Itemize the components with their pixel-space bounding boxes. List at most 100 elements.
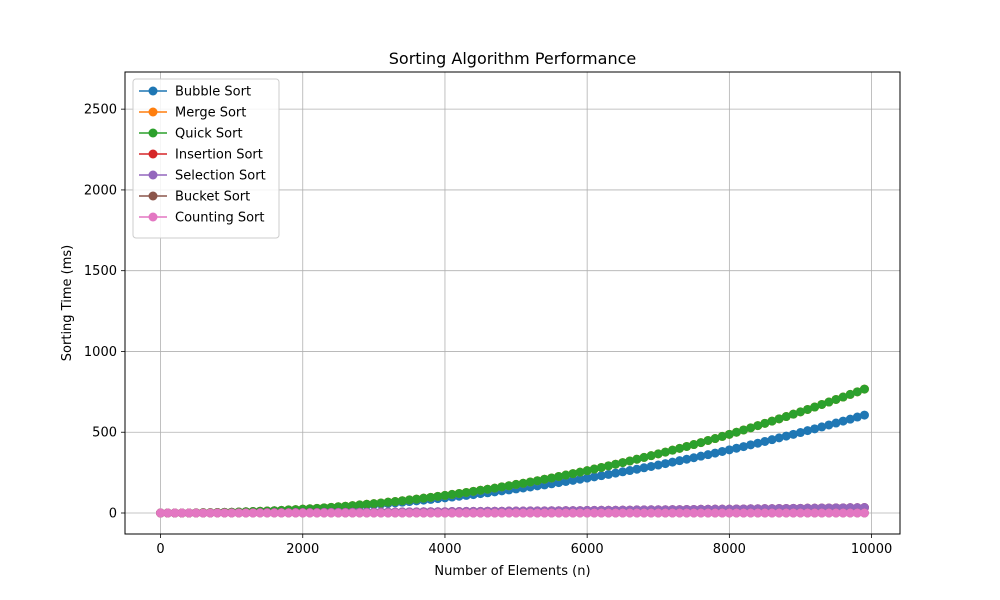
counting-sort-point (191, 508, 201, 518)
plot-frame (124, 71, 901, 535)
y-tick-label: 2000 (84, 183, 117, 198)
counting-sort-point (468, 508, 478, 518)
quick-sort-point (362, 499, 372, 509)
counting-sort-point (618, 508, 628, 518)
counting-sort-point (419, 508, 429, 518)
counting-sort-point (625, 508, 635, 518)
counting-sort-point (682, 508, 692, 518)
counting-sort-point (788, 508, 798, 518)
legend-label: Bubble Sort (175, 85, 251, 100)
counting-sort-point (582, 508, 592, 518)
bubble-sort-point (675, 456, 685, 466)
quick-sort-point (710, 434, 720, 444)
legend-item-merge-sort: Merge Sort (139, 106, 246, 121)
counting-sort-point (355, 508, 365, 518)
counting-sort-point (781, 508, 791, 518)
bubble-sort-point (817, 422, 827, 432)
legend-swatch-marker (148, 170, 158, 180)
bubble-sort-point (717, 446, 727, 456)
legend-label: Selection Sort (175, 169, 266, 184)
quick-sort-point (746, 423, 756, 433)
bubble-sort-point (803, 426, 813, 436)
chart-title: Sorting Algorithm Performance (389, 49, 636, 68)
counting-sort-point (376, 508, 386, 518)
counting-sort-point (326, 508, 336, 518)
quick-sort-point (731, 427, 741, 437)
counting-sort-point (525, 508, 535, 518)
quick-sort-point (724, 429, 734, 439)
counting-sort-point (589, 508, 599, 518)
counting-sort-point (696, 508, 706, 518)
quick-sort-point (824, 397, 834, 407)
counting-sort-point (369, 508, 379, 518)
counting-sort-point (689, 508, 699, 518)
counting-sort-point (241, 508, 251, 518)
quick-sort-point (575, 467, 585, 477)
quick-sort-point (383, 497, 393, 507)
counting-sort-point (724, 508, 734, 518)
y-axis-label: Sorting Time (ms) (60, 245, 75, 361)
counting-sort-point (163, 508, 173, 518)
quick-sort-point (433, 491, 443, 501)
legend-swatch-marker (148, 128, 158, 138)
counting-sort-point (312, 508, 322, 518)
counting-sort-point (653, 508, 663, 518)
counting-sort-point (568, 508, 578, 518)
counting-sort-point (156, 508, 166, 518)
quick-sort-point (717, 431, 727, 441)
quick-sort-point (682, 441, 692, 451)
bubble-sort-point (660, 459, 670, 469)
bubble-sort-point (710, 448, 720, 458)
y-tick-label: 0 (109, 507, 117, 522)
counting-sort-point (831, 508, 841, 518)
quick-sort-point (419, 493, 429, 503)
bubble-sort-point (603, 469, 613, 479)
bubble-sort-point (653, 460, 663, 470)
quick-sort-point (739, 425, 749, 435)
legend: Bubble Sort Merge Sort Quick Sort Insertion… (132, 78, 280, 239)
counting-sort-point (646, 508, 656, 518)
counting-sort-point (248, 508, 258, 518)
legend-box (132, 78, 280, 239)
bubble-sort-point (731, 443, 741, 453)
quick-sort-point (803, 404, 813, 414)
bubble-sort-point (795, 428, 805, 438)
counting-sort-point (660, 508, 670, 518)
quick-sort-point (859, 384, 869, 394)
counting-sort-point (333, 508, 343, 518)
counting-sort-point (547, 508, 557, 518)
quick-sort-point (390, 497, 400, 507)
quick-sort-point (582, 466, 592, 476)
quick-sort-point (518, 478, 528, 488)
bubble-sort-point (596, 471, 606, 481)
x-tick-label: 10000 (851, 542, 892, 557)
bubble-sort-point (632, 464, 642, 474)
legend-swatch-marker (148, 191, 158, 201)
x-tick-label: 2000 (286, 542, 319, 557)
x-tick-label: 8000 (713, 542, 746, 557)
counting-sort-point (511, 508, 521, 518)
quick-sort-point (795, 407, 805, 417)
counting-sort-point (532, 508, 542, 518)
quick-sort-point (817, 399, 827, 409)
x-axis-label: Number of Elements (n) (434, 564, 590, 579)
counting-sort-point (433, 508, 443, 518)
quick-sort-point (667, 445, 677, 455)
counting-sort-point (234, 508, 244, 518)
counting-sort-point (810, 508, 820, 518)
counting-sort-point (639, 508, 649, 518)
bubble-sort-point (767, 435, 777, 445)
quick-sort-point (568, 469, 578, 479)
bubble-sort-point (575, 474, 585, 484)
quick-sort-point (767, 416, 777, 426)
quick-sort-point (468, 486, 478, 496)
quick-sort-point (525, 477, 535, 487)
counting-sort-point (212, 508, 222, 518)
counting-sort-point (340, 508, 350, 518)
legend-swatch-marker (148, 107, 158, 117)
counting-sort-point (575, 508, 585, 518)
quick-sort-point (426, 492, 436, 502)
bubble-sort-point (859, 410, 869, 420)
quick-sort-point (788, 409, 798, 419)
